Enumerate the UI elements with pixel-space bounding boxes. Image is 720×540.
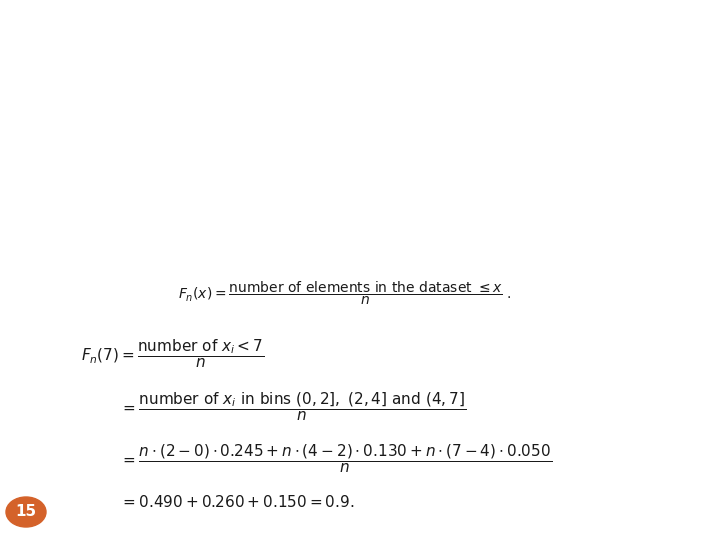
Text: $F_n(x) = \dfrac{\mathrm{number\ of\ elements\ in\ the\ dataset}\ \leq x}{n}\ .$: $F_n(x) = \dfrac{\mathrm{number\ of\ ele… <box>178 279 512 307</box>
Text: 0.050: 0.050 <box>594 135 642 152</box>
Text: $= \dfrac{n \cdot (2-0) \cdot 0.245 + n \cdot (4-2) \cdot 0.130 + n \cdot (7-4) : $= \dfrac{n \cdot (2-0) \cdot 0.245 + n … <box>120 442 552 475</box>
Text: Example: Example <box>50 22 176 47</box>
Text: Height: Height <box>589 52 647 69</box>
Text: 15: 15 <box>15 504 37 519</box>
Text: 0.130: 0.130 <box>594 113 642 130</box>
Text: the empirical distribution function at: the empirical distribution function at <box>22 132 390 150</box>
Text: (0,2]: (0,2] <box>512 91 552 108</box>
Text: $= \dfrac{\mathrm{number\ of\ } x_i \mathrm{\ in\ bins\ } (0,2],\ (2,4]\ \mathrm: $= \dfrac{\mathrm{number\ of\ } x_i \mat… <box>120 390 467 423</box>
Text: $F_n(7) = \dfrac{\mathrm{number\ of\ } x_i < 7}{n}$: $F_n(7) = \dfrac{\mathrm{number\ of\ } x… <box>81 338 264 370</box>
Text: (4,7]: (4,7] <box>512 135 552 152</box>
Text: + (15 - 11) * 0.005 = 1, there are no data points outside the listed bins.: + (15 - 11) * 0.005 = 1, there are no da… <box>42 248 598 262</box>
Text: 0.020: 0.020 <box>594 157 642 174</box>
Text: Hence: Hence <box>42 264 91 278</box>
Text: (2,4]: (2,4] <box>512 113 552 130</box>
Text: (11,15]: (11,15] <box>502 179 562 196</box>
Text: 15.6. Given is the following information: 15.6. Given is the following information <box>22 72 397 90</box>
Text: 0.005: 0.005 <box>594 179 642 196</box>
Text: about a histogram, compute the value of: about a histogram, compute the value of <box>22 102 423 120</box>
FancyBboxPatch shape <box>490 30 700 220</box>
Text: (7,11]: (7,11] <box>507 157 557 174</box>
Text: $= 0.490 + 0.260 + 0.150 = 0.9.$: $= 0.490 + 0.260 + 0.150 = 0.9.$ <box>120 494 354 510</box>
Circle shape <box>6 497 46 527</box>
Text: point $t = 7$:: point $t = 7$: <box>22 162 143 184</box>
Text: 0.245: 0.245 <box>594 91 642 108</box>
Text: Because (2 - 0) * 0.245 + (4 - 2) * 0.130 + (7 - 4) * 0.050 + (11 - 7) * 0.020: Because (2 - 0) * 0.245 + (4 - 2) * 0.13… <box>42 232 619 246</box>
Text: Bin: Bin <box>518 52 546 69</box>
